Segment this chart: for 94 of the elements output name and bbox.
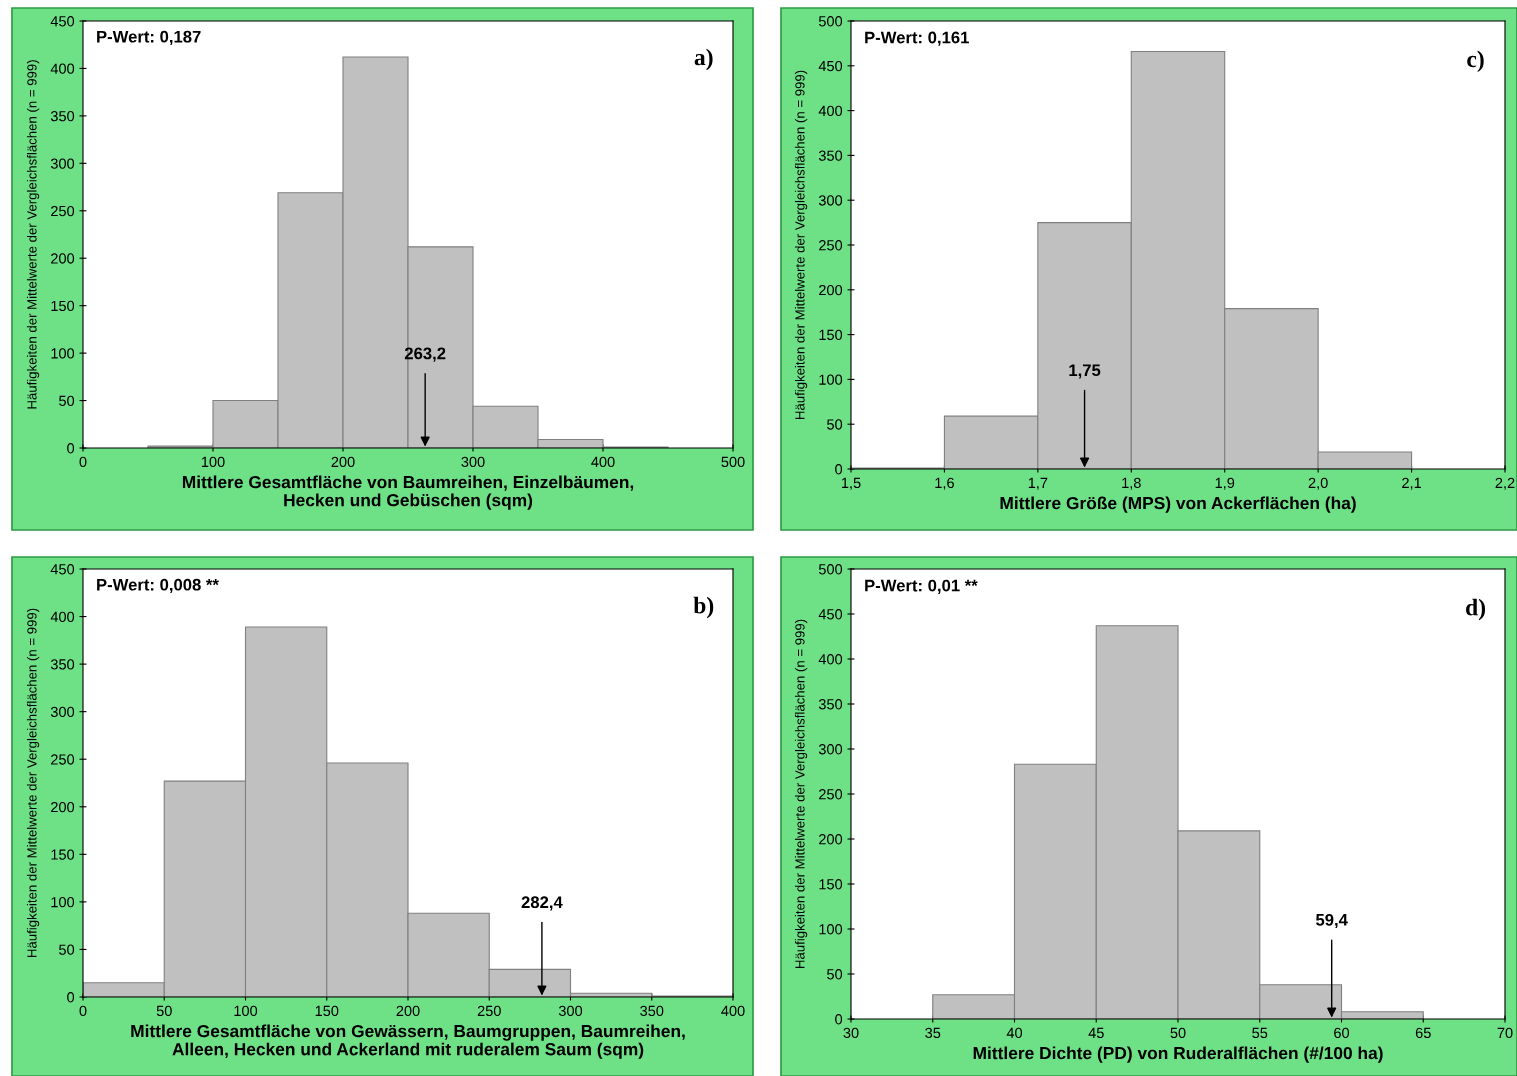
x-axis-title: Mittlere Gesamtfläche von Gewässern, Baumgruppen, Baumreihen, Alleen, Hecken und Ackerland mit ruderalem Saum (sqm) xyxy=(131,1024,685,1059)
y-tick-label: 500 xyxy=(818,16,843,27)
x-tick-label: 100 xyxy=(234,1005,258,1017)
y-tick-label: 50 xyxy=(827,969,843,980)
x-tick-label: 1,8 xyxy=(1122,477,1141,490)
y-tick-label: 150 xyxy=(51,300,75,312)
y-tick-label: 450 xyxy=(50,16,75,27)
y-tick-label: 300 xyxy=(818,195,843,206)
x-tick-label: 0 xyxy=(79,456,87,468)
y-tick-label: 200 xyxy=(51,801,75,813)
y-tick-label: 50 xyxy=(827,419,843,430)
y-axis-title: Häufigkeiten der Mittelwerte der Vergleichsflächen (n = 999) xyxy=(26,60,40,409)
x-tick-label: 350 xyxy=(640,1005,664,1017)
x-tick-label: 2,0 xyxy=(1308,477,1328,490)
y-tick-label: 200 xyxy=(51,253,75,264)
y-tick-label: 350 xyxy=(818,699,843,710)
y-tick-label: 450 xyxy=(50,564,75,575)
x-axis-title: Mittlere Größe (MPS) von Ackerflächen (ha) xyxy=(1000,496,1356,513)
y-tick-label: 200 xyxy=(819,834,843,845)
y-tick-label: 250 xyxy=(51,205,75,217)
x-tick-label: 400 xyxy=(721,1005,745,1017)
y-tick-label: 100 xyxy=(51,896,75,908)
x-tick-label: 1,9 xyxy=(1215,477,1235,490)
y-tick-label: 50 xyxy=(59,944,75,955)
annotation: P-Wert: 0,187 xyxy=(97,30,201,45)
y-tick-label: 300 xyxy=(50,706,75,718)
x-tick-label: 2,1 xyxy=(1402,477,1421,490)
annotation: P-Wert: 0,161 xyxy=(865,31,969,46)
annotation: c) xyxy=(1467,50,1484,73)
x-tick-label: 70 xyxy=(1497,1027,1513,1039)
y-tick-label: 50 xyxy=(59,395,75,406)
y-tick-label: 250 xyxy=(819,789,843,800)
y-axis-title: Häufigkeiten der Mittelwerte der Vergleichsflächen (n = 999) xyxy=(794,619,808,969)
y-tick-label: 400 xyxy=(50,63,75,74)
y-tick-label: 450 xyxy=(818,60,843,72)
x-tick-label: 500 xyxy=(721,456,745,468)
y-tick-label: 150 xyxy=(51,849,75,860)
x-tick-label: 400 xyxy=(591,456,615,468)
y-tick-label: 150 xyxy=(819,879,843,890)
x-tick-label: 2,2 xyxy=(1495,477,1515,490)
y-tick-label: 200 xyxy=(819,284,843,296)
x-tick-label: 1,6 xyxy=(935,477,954,490)
y-tick-label: 250 xyxy=(51,754,75,765)
y-tick-label: 100 xyxy=(819,924,843,935)
y-tick-label: 400 xyxy=(818,654,843,665)
annotation: P-Wert: 0,008 ** xyxy=(97,578,219,594)
x-tick-label: 250 xyxy=(477,1005,501,1017)
x-axis-title: Mittlere Dichte (PD) von Ruderalflächen (#/100 ha) xyxy=(973,1046,1383,1063)
y-tick-label: 100 xyxy=(819,374,843,385)
x-tick-label: 1,7 xyxy=(1028,477,1048,490)
x-axis-title: Mittlere Gesamtfläche von Baumreihen, Einzelbäumen, Hecken und Gebüschen (sqm) xyxy=(182,475,634,510)
y-tick-label: 450 xyxy=(818,609,843,620)
y-axis-title: Häufigkeiten der Mittelwerte der Vergleichsflächen (n = 999) xyxy=(26,608,40,958)
annotation: 282,4 xyxy=(521,896,563,911)
annotation: 263,2 xyxy=(404,347,446,362)
y-tick-label: 0 xyxy=(67,443,75,454)
annotation: b) xyxy=(693,596,714,619)
x-tick-label: 65 xyxy=(1415,1027,1431,1039)
y-tick-label: 350 xyxy=(818,150,843,161)
y-tick-label: 300 xyxy=(50,158,75,169)
y-tick-label: 0 xyxy=(835,464,843,475)
x-tick-label: 200 xyxy=(396,1005,420,1017)
annotation: a) xyxy=(694,48,713,71)
y-tick-label: 350 xyxy=(50,110,75,122)
y-axis-title: Häufigkeiten der Mittelwerte der Vergleichsflächen (n = 999) xyxy=(794,70,808,420)
x-tick-label: 300 xyxy=(558,1005,583,1017)
y-tick-label: 0 xyxy=(67,992,75,1003)
annotation: d) xyxy=(1466,598,1486,621)
y-tick-label: 350 xyxy=(50,659,75,670)
y-tick-label: 500 xyxy=(818,564,843,575)
annotation: 59,4 xyxy=(1315,913,1348,929)
x-tick-label: 100 xyxy=(201,456,225,468)
x-tick-label: 55 xyxy=(1252,1027,1268,1039)
x-tick-label: 300 xyxy=(461,456,485,468)
x-tick-label: 0 xyxy=(79,1005,87,1017)
y-tick-label: 400 xyxy=(50,611,75,622)
y-tick-label: 0 xyxy=(835,1014,843,1025)
annotation: P-Wert: 0,01 ** xyxy=(865,579,978,594)
x-tick-label: 45 xyxy=(1088,1027,1104,1039)
y-tick-label: 150 xyxy=(819,329,843,341)
x-tick-label: 50 xyxy=(156,1005,172,1017)
x-tick-label: 150 xyxy=(315,1005,339,1017)
x-tick-label: 50 xyxy=(1170,1027,1186,1039)
x-tick-label: 1,5 xyxy=(841,477,861,490)
x-tick-label: 60 xyxy=(1334,1027,1350,1039)
x-tick-label: 200 xyxy=(331,456,355,468)
x-tick-label: 40 xyxy=(1006,1027,1023,1039)
y-tick-label: 400 xyxy=(818,105,843,117)
y-tick-label: 300 xyxy=(818,744,843,755)
annotation: 1,75 xyxy=(1069,364,1101,379)
x-tick-label: 35 xyxy=(925,1027,941,1039)
y-tick-label: 100 xyxy=(51,348,75,359)
x-tick-label: 30 xyxy=(843,1027,859,1039)
y-tick-label: 250 xyxy=(819,240,843,251)
